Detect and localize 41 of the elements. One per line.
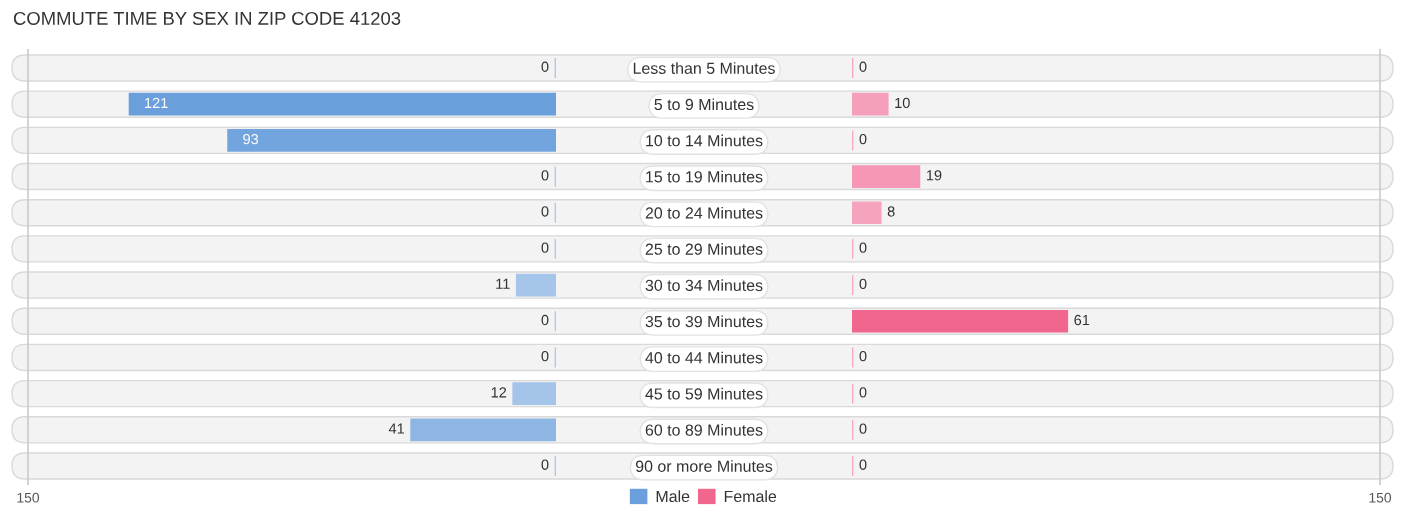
data-label: 0 [859,459,867,470]
y-tick-label: 25 to 29 Minutes [645,243,763,255]
data-label: 0 [859,387,867,398]
data-label: 0 [859,423,867,434]
data-label: 0 [541,314,549,326]
data-label: 0 [859,278,867,289]
data-label: 0 [541,206,549,217]
x-tick-label: 150 [1369,492,1392,503]
data-label: 61 [1074,314,1090,326]
y-tick-label: 30 to 34 Minutes [645,279,763,292]
y-tick-label: 45 to 59 Minutes [645,387,763,400]
data-label: 0 [541,351,549,362]
x-tick-label: 150 [17,492,40,503]
data-label: 93 [243,133,259,145]
data-label: 8 [887,206,895,217]
y-tick-label: 5 to 9 Minutes [654,98,754,111]
data-label: 0 [541,459,549,470]
data-label: 0 [859,133,867,145]
data-label: 11 [496,278,510,289]
data-label: 0 [541,242,549,253]
y-tick-label: 20 to 24 Minutes [645,206,763,219]
data-label: 0 [859,61,867,72]
data-label: 12 [491,387,507,398]
data-label: 0 [541,170,549,181]
legend-label: Male [656,490,690,503]
y-tick-label: 90 or more Minutes [635,460,773,472]
data-label: 0 [859,351,867,362]
data-label: 41 [388,423,405,434]
y-tick-label: 10 to 14 Minutes [646,134,763,147]
chart-title: COMMUTE TIME BY SEX IN ZIP CODE 41203 [13,11,401,25]
y-tick-label: 40 to 44 Minutes [645,351,763,364]
y-tick-label: 60 to 89 Minutes [645,424,763,436]
legend-label: Female [724,490,777,503]
y-tick-label: 35 to 39 Minutes [645,315,763,328]
data-label: 121 [145,97,168,108]
data-label: 0 [541,61,549,72]
y-tick-label: 15 to 19 Minutes [646,170,763,183]
data-label: 10 [895,97,910,109]
data-label: 0 [859,242,867,253]
y-tick-label: Less than 5 Minutes [633,62,775,74]
data-label: 19 [926,170,942,181]
